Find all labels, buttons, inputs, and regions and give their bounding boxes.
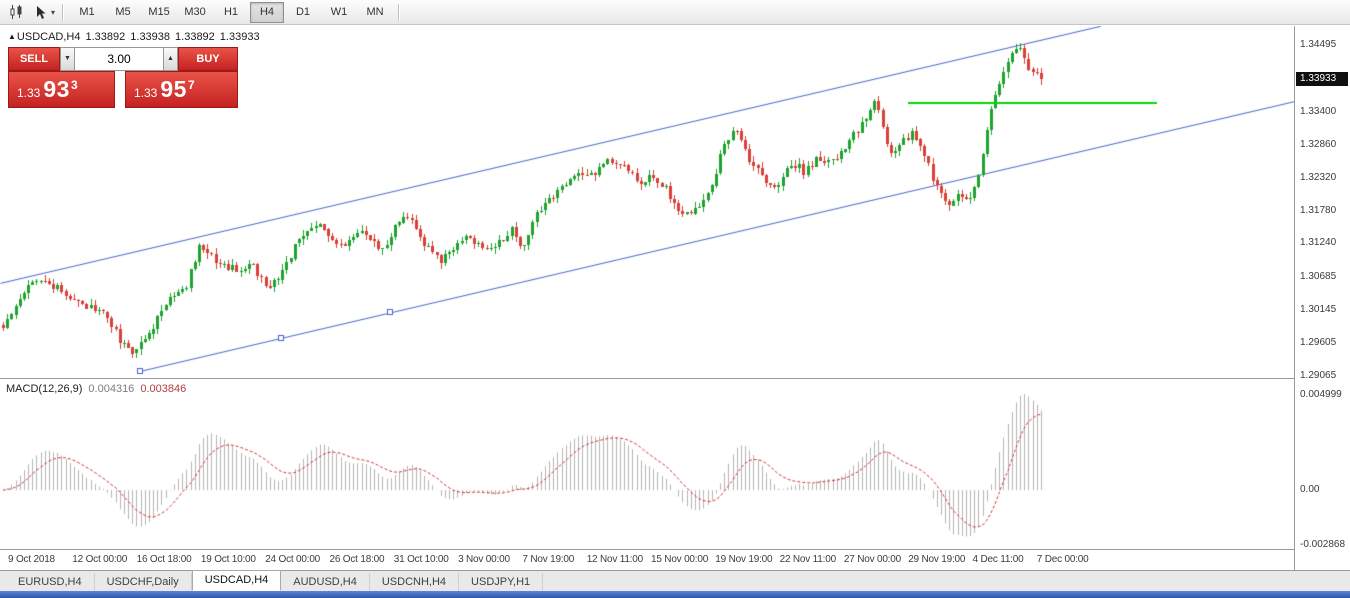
ohlc-header: ▲USDCAD,H4 1.33892 1.33938 1.33892 1.33933 (8, 31, 260, 43)
cursor-dropdown-caret-icon[interactable]: ▾ (51, 7, 56, 17)
ohlc-high: 1.33938 (130, 31, 171, 43)
time-axis-label: 7 Nov 19:00 (522, 554, 575, 565)
ask-price-sup: 7 (187, 78, 195, 92)
time-axis-label: 22 Nov 11:00 (779, 554, 837, 565)
macd-axis-label: 0.004999 (1300, 388, 1342, 400)
bid-price-prefix: 1.33 (17, 86, 41, 100)
timeframe-group: M1 M5 M15 M30 H1 H4 D1 W1 MN (69, 1, 393, 23)
ask-price-prefix: 1.33 (134, 86, 158, 100)
timeframe-button-H1[interactable]: H1 (223, 6, 239, 18)
volume-control: ▼ 3.00 ▲ (60, 47, 178, 71)
price-axis[interactable]: 1.34495 1.33400 1.32860 1.32320 1.31780 1.312… (1294, 26, 1350, 570)
time-axis-label: 24 Oct 00:00 (265, 554, 321, 565)
price-axis-label: 1.31780 (1300, 204, 1337, 216)
timeframe-button-M1[interactable]: M1 (79, 6, 95, 18)
macd-main-value: 0.004316 (88, 383, 135, 395)
bid-price-sup: 3 (70, 78, 78, 92)
ohlc-close: 1.33933 (219, 31, 260, 43)
price-axis-label: 1.33400 (1300, 105, 1337, 117)
price-axis-label: 1.29605 (1300, 336, 1337, 348)
price-axis-label: 1.30145 (1300, 304, 1337, 316)
chart-tab-bar: EURUSD,H4 USDCHF,Daily USDCAD,H4 AUDUSD,H4 U… (0, 570, 1350, 591)
price-axis-label: 1.32860 (1300, 138, 1337, 150)
macd-name: MACD(12,26,9) (6, 383, 83, 395)
candlestick-chart-icon[interactable] (5, 2, 27, 22)
sell-price-button[interactable]: 1.33 93 3 (8, 71, 115, 108)
chart-tab-USDCHF-Daily[interactable]: USDCHF,Daily (95, 573, 192, 591)
timeframe-button-D1[interactable]: D1 (295, 6, 311, 18)
ohlc-symbol: USDCAD,H4 (16, 31, 81, 43)
macd-indicator-label: MACD(12,26,9) 0.004316 0.003846 (6, 383, 186, 395)
price-axis-label: 1.32320 (1300, 171, 1337, 183)
macd-signal-value: 0.003846 (140, 383, 187, 395)
macd-axis-label: -0.002868 (1300, 538, 1346, 550)
timeframe-button-M30[interactable]: M30 (184, 6, 206, 18)
chart-tab-EURUSD-H4[interactable]: EURUSD,H4 (6, 573, 95, 591)
time-axis-label: 31 Oct 10:00 (393, 554, 449, 565)
up-arrow-icon: ▲ (8, 32, 16, 41)
chart-tab-AUDUSD-H4[interactable]: AUDUSD,H4 (281, 573, 370, 591)
macd-indicator-canvas[interactable] (0, 379, 1294, 549)
time-axis-label: 16 Oct 18:00 (136, 554, 192, 565)
trade-panel-gap (115, 71, 125, 108)
chart-tab-USDCNH-H4[interactable]: USDCNH,H4 (370, 573, 460, 591)
time-axis-label: 4 Dec 11:00 (972, 554, 1024, 565)
timeframe-button-W1[interactable]: W1 (330, 6, 348, 18)
status-strip (0, 591, 1350, 598)
timeframe-button-M15[interactable]: M15 (148, 6, 170, 18)
price-axis-label: 1.31240 (1300, 237, 1337, 249)
chart-tab-USDCAD-H4[interactable]: USDCAD,H4 (191, 570, 282, 591)
timeframe-button-M5[interactable]: M5 (115, 6, 131, 18)
bid-price-big: 93 (43, 76, 70, 102)
time-axis-divider (0, 570, 1350, 571)
timeframe-button-H4[interactable]: H4 (250, 1, 285, 23)
time-axis-label: 3 Nov 00:00 (458, 554, 510, 565)
price-axis-label: 1.29065 (1300, 369, 1337, 381)
time-axis-label: 15 Nov 00:00 (651, 554, 709, 565)
time-axis-label: 29 Nov 19:00 (908, 554, 966, 565)
price-axis-label: 1.34495 (1300, 39, 1337, 51)
time-axis-label: 19 Nov 19:00 (715, 554, 773, 565)
toolbar-separator (62, 3, 65, 21)
time-axis-label: 12 Oct 00:00 (72, 554, 128, 565)
current-price-badge: 1.33933 (1296, 72, 1348, 87)
time-axis[interactable]: 9 Oct 2018 12 Oct 00:00 16 Oct 18:00 19 Oct… (0, 550, 1294, 570)
toolbar: ▾ M1 M5 M15 M30 H1 H4 D1 W1 MN (0, 0, 1350, 25)
pane-divider[interactable] (0, 549, 1350, 550)
time-axis-label: 12 Nov 11:00 (586, 554, 644, 565)
time-axis-label: 26 Oct 18:00 (329, 554, 385, 565)
one-click-trading-panel: SELL ▼ 3.00 ▲ BUY 1.33 93 3 1.33 95 7 (8, 47, 238, 108)
time-axis-label: 9 Oct 2018 (8, 554, 55, 565)
ohlc-low: 1.33892 (175, 31, 215, 43)
chart-tab-USDJPY-H1[interactable]: USDJPY,H1 (459, 573, 544, 591)
macd-axis-label: 0.00 (1300, 484, 1320, 496)
buy-price-button[interactable]: 1.33 95 7 (125, 71, 238, 108)
toolbar-separator (398, 3, 401, 21)
buy-button[interactable]: BUY (178, 47, 238, 71)
volume-decrease-button[interactable]: ▼ (60, 47, 75, 71)
pane-divider[interactable] (0, 378, 1350, 379)
timeframe-button-MN[interactable]: MN (366, 6, 384, 18)
time-axis-label: 7 Dec 00:00 (1036, 554, 1089, 565)
ask-price-big: 95 (160, 76, 187, 102)
ohlc-open: 1.33892 (85, 31, 126, 43)
price-axis-label: 1.30685 (1300, 271, 1337, 283)
volume-increase-button[interactable]: ▲ (163, 47, 178, 71)
crosshair-cursor-icon[interactable] (29, 2, 51, 22)
time-axis-label: 27 Nov 00:00 (843, 554, 901, 565)
volume-input[interactable]: 3.00 (75, 47, 163, 71)
sell-button[interactable]: SELL (8, 47, 60, 71)
time-axis-label: 19 Oct 10:00 (200, 554, 256, 565)
